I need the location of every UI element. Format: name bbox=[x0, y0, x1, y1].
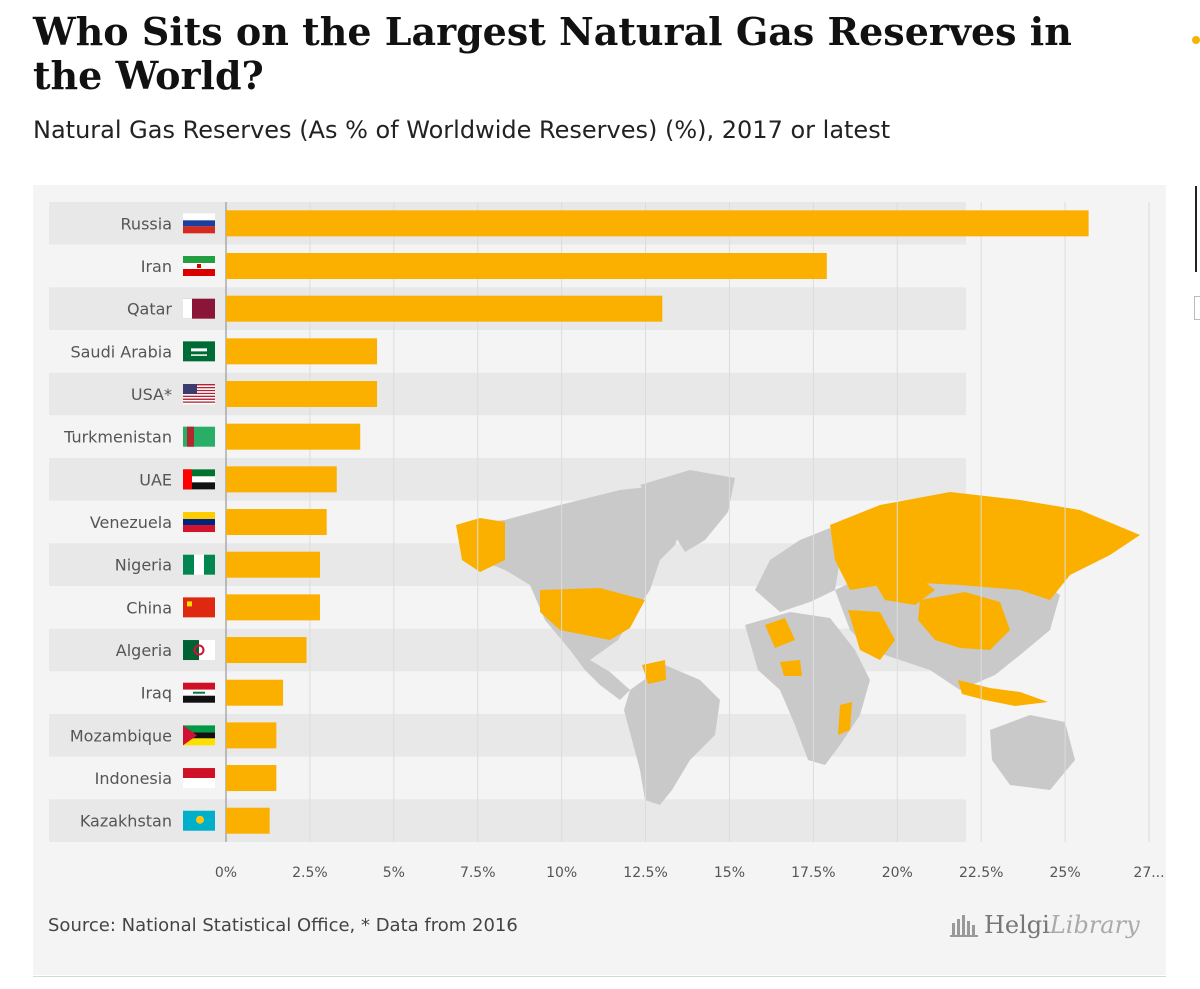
map-middle-east bbox=[848, 610, 895, 660]
category-label: Kazakhstan bbox=[80, 812, 172, 831]
logo-text-library: Library bbox=[1049, 911, 1140, 939]
flags bbox=[183, 213, 215, 831]
chart-subtitle: Natural Gas Reserves (As % of Worldwide … bbox=[33, 116, 891, 144]
map-nigeria bbox=[780, 660, 802, 676]
flag-indonesia-icon bbox=[183, 768, 215, 789]
map-algeria bbox=[765, 618, 795, 648]
x-tick-label: 2.5% bbox=[292, 865, 328, 881]
category-label: Algeria bbox=[116, 641, 172, 660]
bottom-rule bbox=[33, 976, 1166, 977]
x-tick-label: 7.5% bbox=[460, 865, 496, 881]
bar-saudi-arabia[interactable] bbox=[226, 338, 378, 365]
bar-russia[interactable] bbox=[226, 210, 1089, 237]
x-tick-label: 17.5% bbox=[791, 865, 835, 881]
chart-title: Who Sits on the Largest Natural Gas Rese… bbox=[33, 9, 1072, 98]
bar-qatar[interactable] bbox=[226, 295, 663, 322]
category-label: Mozambique bbox=[70, 726, 172, 745]
x-tick-label: 25% bbox=[1050, 865, 1081, 881]
category-label: Venezuela bbox=[90, 513, 172, 532]
map-central-america bbox=[570, 650, 630, 700]
bar-usa[interactable] bbox=[226, 381, 378, 408]
edge-dot bbox=[1192, 36, 1200, 44]
flag-algeria-icon bbox=[183, 640, 215, 661]
bar-nigeria[interactable] bbox=[226, 551, 320, 578]
category-label: Turkmenistan bbox=[63, 428, 172, 447]
bar-iran[interactable] bbox=[226, 253, 827, 280]
flag-russia-icon bbox=[183, 213, 215, 234]
world-map bbox=[456, 470, 1140, 805]
category-label: USA* bbox=[131, 385, 172, 404]
category-label: Russia bbox=[121, 214, 172, 233]
x-tick-label: 10% bbox=[546, 865, 577, 881]
map-south-america bbox=[624, 665, 720, 805]
flag-iran-icon bbox=[183, 256, 215, 277]
category-labels: Russia Iran Qatar Saudi Arabia USA* Turkmenis… bbox=[63, 214, 172, 830]
map-alaska bbox=[456, 518, 505, 572]
bar-turkmenistan[interactable] bbox=[226, 423, 361, 450]
category-label: Indonesia bbox=[95, 769, 172, 788]
x-tick-label: 12.5% bbox=[623, 865, 667, 881]
map-europe bbox=[755, 528, 840, 612]
source-note: Source: National Statistical Office, * D… bbox=[48, 915, 518, 936]
map-kazakhstan bbox=[870, 570, 935, 605]
category-label: Iran bbox=[141, 257, 172, 276]
category-label: Iraq bbox=[141, 684, 172, 703]
flag-usa-icon bbox=[183, 384, 215, 405]
edge-panel bbox=[1195, 186, 1200, 272]
flag-mozambique-icon bbox=[183, 725, 215, 746]
x-tick-labels: 0% 2.5% 5% 7.5% 10% 12.5% 15% 17.5% 20% 22.5% 25% 2… bbox=[215, 865, 1165, 881]
helgi-library-logo[interactable]: Helgi Library bbox=[950, 910, 1140, 940]
map-usa bbox=[540, 588, 645, 640]
x-tick-label: 27... bbox=[1133, 865, 1164, 881]
x-tick-label: 22.5% bbox=[959, 865, 1003, 881]
flag-uae-icon bbox=[183, 469, 215, 490]
category-label: UAE bbox=[139, 470, 172, 489]
category-label: Saudi Arabia bbox=[70, 342, 172, 361]
logo-text-helgi: Helgi bbox=[984, 911, 1050, 939]
map-venezuela bbox=[642, 660, 666, 684]
flag-turkmenistan-icon bbox=[183, 426, 215, 447]
logo-bars-icon bbox=[950, 915, 978, 937]
flag-china-icon bbox=[183, 597, 215, 618]
x-tick-label: 15% bbox=[714, 865, 745, 881]
bar-uae[interactable] bbox=[226, 466, 337, 493]
flag-kazakhstan-icon bbox=[183, 810, 215, 831]
flag-qatar-icon bbox=[183, 298, 215, 319]
category-label: Nigeria bbox=[115, 556, 172, 575]
map-mozambique bbox=[838, 702, 852, 735]
bar-iraq[interactable] bbox=[226, 679, 284, 706]
x-tick-label: 20% bbox=[882, 865, 913, 881]
bar-indonesia[interactable] bbox=[226, 765, 277, 792]
x-tick-label: 0% bbox=[215, 865, 237, 881]
map-greenland bbox=[640, 470, 735, 552]
bar-algeria[interactable] bbox=[226, 637, 307, 664]
x-tick-label: 5% bbox=[383, 865, 405, 881]
flag-nigeria-icon bbox=[183, 554, 215, 575]
flag-saudi-arabia-icon bbox=[183, 341, 215, 362]
flag-venezuela-icon bbox=[183, 512, 215, 533]
map-australia bbox=[990, 715, 1075, 790]
category-label: Qatar bbox=[127, 300, 172, 319]
edge-checkbox bbox=[1194, 296, 1200, 320]
bar-kazakhstan[interactable] bbox=[226, 807, 270, 834]
map-indonesia bbox=[958, 680, 1048, 706]
bar-china[interactable] bbox=[226, 594, 320, 621]
flag-iraq-icon bbox=[183, 682, 215, 703]
category-label: China bbox=[126, 598, 172, 617]
bar-mozambique[interactable] bbox=[226, 722, 277, 749]
bar-venezuela[interactable] bbox=[226, 509, 327, 536]
bars bbox=[226, 210, 1089, 834]
map-china bbox=[918, 592, 1010, 650]
